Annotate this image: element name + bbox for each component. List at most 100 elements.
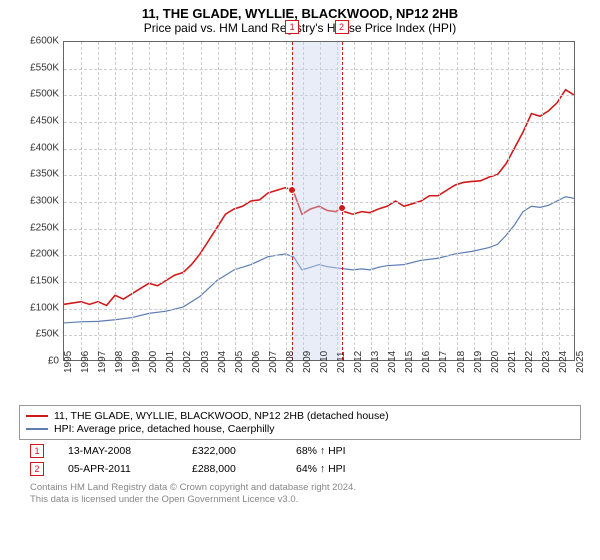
sale-row: 1 13-MAY-2008 £322,000 68% ↑ HPI (30, 444, 590, 458)
shade-band (292, 42, 341, 360)
sale-dot (338, 204, 346, 212)
y-tick-label: £350K (30, 169, 59, 180)
grid-line (115, 42, 116, 360)
sale-marker-icon: 1 (30, 444, 44, 458)
x-tick-label: 2021 (507, 351, 518, 373)
legend-swatch (26, 428, 48, 430)
attribution-line: Contains HM Land Registry data © Crown c… (30, 482, 590, 494)
y-tick-label: £100K (30, 302, 59, 313)
grid-line (354, 42, 355, 360)
sale-pct: 64% ↑ HPI (296, 463, 346, 475)
x-tick-label: 2007 (268, 351, 279, 373)
x-tick-label: 2008 (285, 351, 296, 373)
grid-line (183, 42, 184, 360)
x-tick-label: 2022 (524, 351, 535, 373)
y-axis: £0£50K£100K£150K£200K£250K£300K£350K£400… (19, 41, 61, 361)
x-tick-label: 2006 (251, 351, 262, 373)
sale-marker-line (292, 42, 293, 360)
x-tick-label: 2014 (387, 351, 398, 373)
y-tick-label: £200K (30, 249, 59, 260)
grid-line (542, 42, 543, 360)
grid-line (422, 42, 423, 360)
sale-price: £288,000 (192, 463, 272, 475)
x-tick-label: 1999 (131, 351, 142, 373)
grid-line (388, 42, 389, 360)
sale-dot (288, 186, 296, 194)
x-tick-label: 2009 (302, 351, 313, 373)
chart-title: 11, THE GLADE, WYLLIE, BLACKWOOD, NP12 2… (10, 6, 590, 21)
x-tick-label: 2015 (404, 351, 415, 373)
grid-line (98, 42, 99, 360)
grid-line (166, 42, 167, 360)
y-tick-label: £600K (30, 36, 59, 47)
y-tick-label: £500K (30, 89, 59, 100)
x-tick-label: 2016 (421, 351, 432, 373)
attribution: Contains HM Land Registry data © Crown c… (30, 482, 590, 507)
x-tick-label: 2025 (575, 351, 586, 373)
x-tick-label: 2019 (473, 351, 484, 373)
y-tick-label: £250K (30, 222, 59, 233)
chart-container: 11, THE GLADE, WYLLIE, BLACKWOOD, NP12 2… (0, 0, 600, 560)
sale-pct: 68% ↑ HPI (296, 445, 346, 457)
y-tick-label: £550K (30, 62, 59, 73)
sale-date: 13-MAY-2008 (68, 445, 168, 457)
y-tick-label: £0 (48, 356, 59, 367)
sale-marker-box: 1 (285, 20, 299, 34)
grid-line (201, 42, 202, 360)
x-axis: 1995199619971998199920002001200220032004… (63, 363, 575, 403)
chart-area: £0 £50K £100K £150K £200K £250K £300K £350K £400… (19, 41, 581, 401)
grid-line (491, 42, 492, 360)
grid-line (235, 42, 236, 360)
grid-line (149, 42, 150, 360)
grid-line (508, 42, 509, 360)
sale-date: 05-APR-2011 (68, 463, 168, 475)
grid-line (559, 42, 560, 360)
sale-marker-box: 2 (335, 20, 349, 34)
grid-line (525, 42, 526, 360)
grid-line (439, 42, 440, 360)
x-tick-label: 1996 (80, 351, 91, 373)
x-tick-label: 2005 (234, 351, 245, 373)
legend-item: HPI: Average price, detached house, Caer… (26, 423, 574, 435)
x-tick-label: 2020 (490, 351, 501, 373)
sale-marker-icon: 2 (30, 462, 44, 476)
x-tick-label: 2023 (541, 351, 552, 373)
x-tick-label: 2004 (217, 351, 228, 373)
x-tick-label: 2002 (182, 351, 193, 373)
x-tick-label: 2001 (165, 351, 176, 373)
grid-line (371, 42, 372, 360)
x-tick-label: 2011 (336, 351, 347, 373)
legend-label: 11, THE GLADE, WYLLIE, BLACKWOOD, NP12 2… (54, 410, 389, 422)
y-tick-label: £450K (30, 116, 59, 127)
y-tick-label: £50K (36, 329, 59, 340)
grid-line (132, 42, 133, 360)
sales-list: 1 13-MAY-2008 £322,000 68% ↑ HPI 2 05-APR-201… (10, 444, 590, 476)
x-tick-label: 2010 (319, 351, 330, 373)
grid-line (218, 42, 219, 360)
sale-price: £322,000 (192, 445, 272, 457)
x-tick-label: 2024 (558, 351, 569, 373)
x-tick-label: 1997 (97, 351, 108, 373)
x-tick-label: 2003 (200, 351, 211, 373)
x-tick-label: 2000 (148, 351, 159, 373)
x-tick-label: 2012 (353, 351, 364, 373)
chart-subtitle: Price paid vs. HM Land Registry's House … (10, 21, 590, 35)
x-tick-label: 2017 (438, 351, 449, 373)
legend: 11, THE GLADE, WYLLIE, BLACKWOOD, NP12 2… (19, 405, 581, 440)
y-tick-label: £400K (30, 142, 59, 153)
legend-label: HPI: Average price, detached house, Caer… (54, 423, 274, 435)
plot-area: 12 (63, 41, 575, 361)
grid-line (405, 42, 406, 360)
x-tick-label: 2013 (370, 351, 381, 373)
sale-marker-line (342, 42, 343, 360)
y-tick-label: £150K (30, 276, 59, 287)
legend-swatch (26, 415, 48, 417)
grid-line (81, 42, 82, 360)
x-tick-label: 1995 (63, 351, 74, 373)
y-tick-label: £300K (30, 196, 59, 207)
x-tick-label: 2018 (456, 351, 467, 373)
grid-line (474, 42, 475, 360)
grid-line (457, 42, 458, 360)
attribution-line: This data is licensed under the Open Gov… (30, 494, 590, 506)
grid-line (269, 42, 270, 360)
